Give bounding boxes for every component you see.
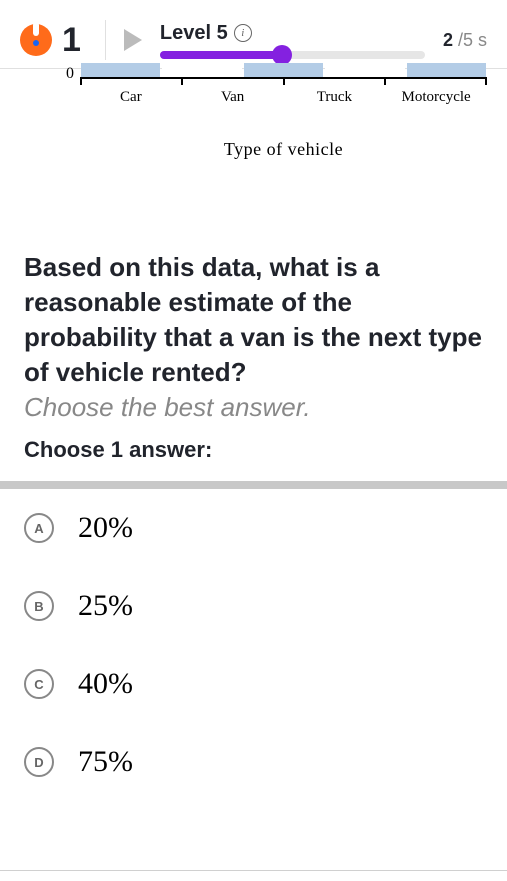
progress-bar (160, 51, 425, 59)
streak-icon (20, 24, 52, 56)
chart-segment (407, 63, 486, 77)
question-block: Based on this data, what is a reasonable… (0, 160, 507, 463)
answer-option[interactable]: A 20% (0, 489, 507, 567)
x-label: Van (182, 89, 284, 106)
answer-text: 20% (78, 511, 133, 545)
chart-segment (244, 63, 323, 77)
answer-text: 75% (78, 745, 133, 779)
chart: 0 CarVanTruckMotorcycle Type of vehicle (0, 69, 507, 160)
level-label: Level 5 (160, 22, 228, 45)
chart-bars (80, 63, 487, 77)
x-labels: CarVanTruckMotorcycle (80, 89, 487, 106)
x-label: Motorcycle (385, 89, 487, 106)
answer-letter: B (24, 591, 54, 621)
divider (105, 20, 106, 60)
choose-instruction: Choose 1 answer: (24, 437, 483, 463)
progress-count: 2 /5 s (443, 30, 487, 51)
question-hint: Choose the best answer. (24, 392, 483, 423)
answer-option[interactable]: C 40% (0, 645, 507, 723)
info-icon[interactable]: i (234, 24, 252, 42)
section-divider (0, 481, 507, 489)
progress-fill (160, 51, 282, 59)
y-axis-zero: 0 (66, 65, 74, 83)
x-tick (485, 77, 487, 85)
chart-segment (81, 63, 160, 77)
count-current: 2 (443, 30, 453, 50)
x-label: Truck (284, 89, 386, 106)
answer-letter: D (24, 747, 54, 777)
answer-text: 25% (78, 589, 133, 623)
x-label: Car (80, 89, 182, 106)
header: 1 Level 5 i 2 /5 s (0, 0, 507, 69)
chart-segment (325, 63, 404, 77)
question-text: Based on this data, what is a reasonable… (24, 250, 483, 390)
answer-letter: C (24, 669, 54, 699)
chart-segment (162, 63, 241, 77)
level-block: Level 5 i (160, 22, 425, 59)
answer-option[interactable]: D 75% (0, 723, 507, 801)
answer-text: 40% (78, 667, 133, 701)
progress-thumb (272, 45, 292, 65)
streak-count: 1 (62, 21, 81, 60)
answer-letter: A (24, 513, 54, 543)
count-total: /5 s (453, 30, 487, 50)
bottom-border (0, 870, 507, 871)
x-axis-title: Type of vehicle (80, 139, 487, 160)
x-ticks (80, 77, 487, 85)
play-icon[interactable] (124, 29, 142, 51)
answer-option[interactable]: B 25% (0, 567, 507, 645)
answer-list: A 20% B 25% C 40% D 75% (0, 489, 507, 801)
